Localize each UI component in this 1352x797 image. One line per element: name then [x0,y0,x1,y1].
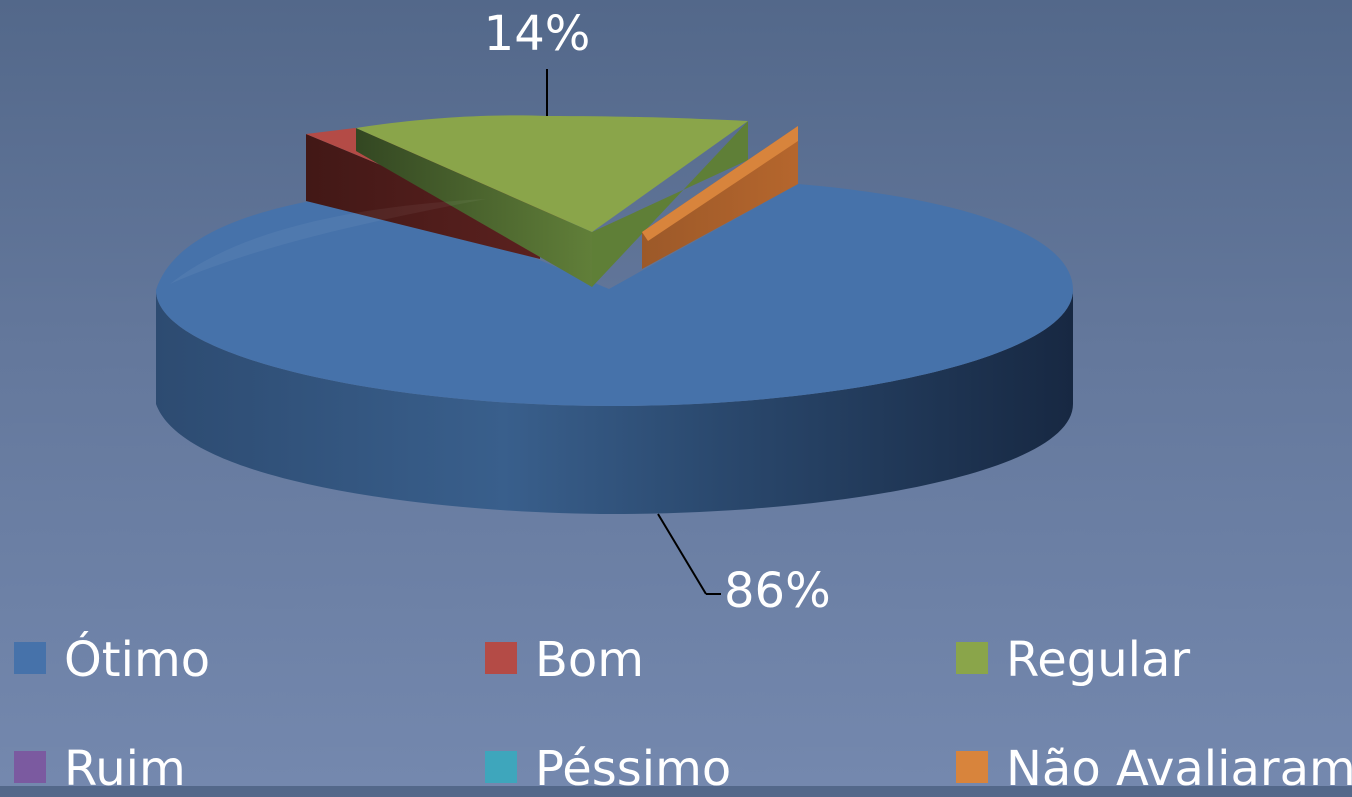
legend-swatch-regular [956,642,988,674]
legend-swatch-pessimo [485,751,517,783]
legend-label-bom: Bom [535,632,645,688]
pie-slice-bom-side [306,134,540,259]
legend-item-otimo: Ótimo [14,632,211,688]
legend-item-bom: Bom [485,632,645,688]
legend-item-ruim: Ruim [14,741,186,797]
data-label-regular: 14% [484,6,591,62]
legend-swatch-nao-avaliaram [956,751,988,783]
data-label-otimo: 86% [724,563,831,619]
legend-label-regular: Regular [1006,632,1191,688]
legend-item-regular: Regular [956,632,1191,688]
pie-slice-otimo [156,184,1073,406]
pie-slice-otimo-side [156,290,1073,514]
legend-swatch-otimo [14,642,46,674]
pie-slice-regular [356,115,748,232]
legend-label-otimo: Ótimo [64,632,211,688]
legend-label-ruim: Ruim [64,741,186,797]
pie-slice-nao-avaliaram [642,126,798,241]
legend-label-pessimo: Péssimo [535,741,732,797]
legend-swatch-ruim [14,751,46,783]
pie-slice-regular-side-left [356,128,592,287]
legend-item-pessimo: Péssimo [485,741,732,797]
legend: Ótimo Bom Regular Ruim Péssimo Não Avali… [0,600,1352,793]
data-label-regular-group: 14% [484,6,591,116]
data-label-otimo-group: 86% [657,513,831,619]
legend-item-nao-avaliaram: Não Avaliaram [956,741,1352,797]
pie-slice-regular-side-right [592,121,748,287]
legend-label-nao-avaliaram: Não Avaliaram [1006,741,1352,797]
legend-swatch-bom [485,642,517,674]
